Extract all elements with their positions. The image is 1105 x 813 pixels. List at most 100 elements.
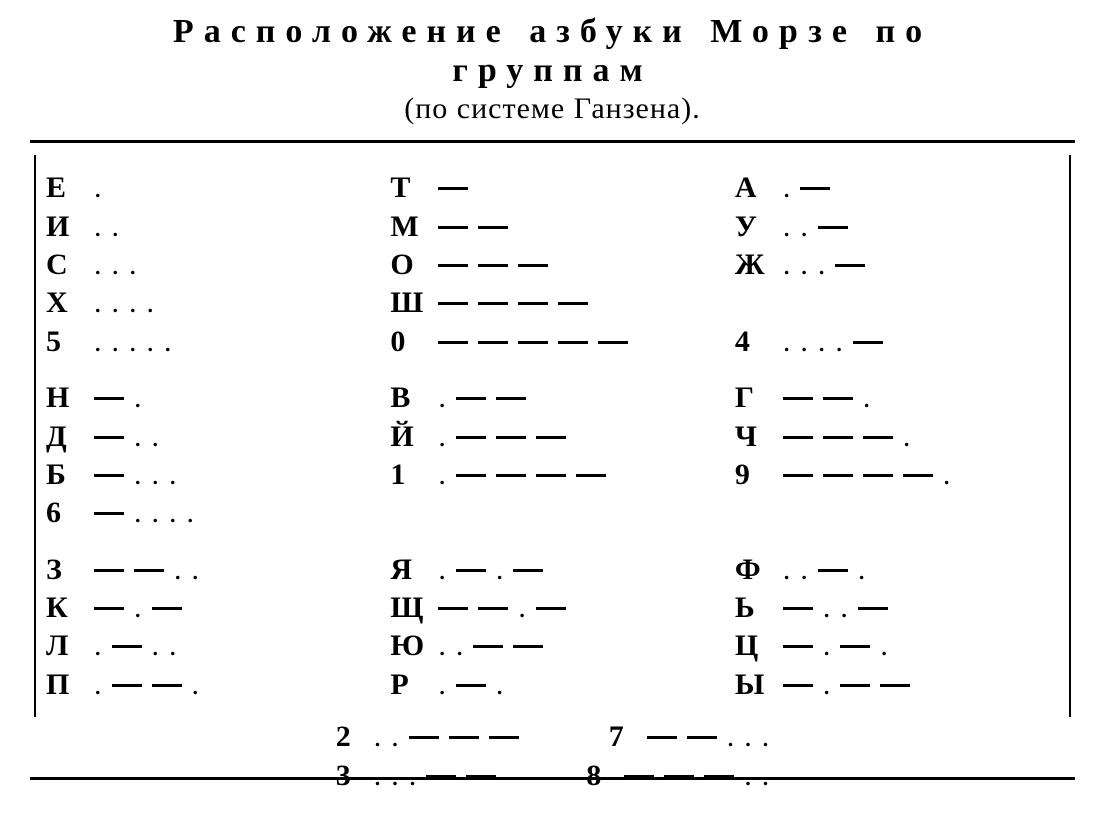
morse-entry: 6.... xyxy=(46,494,370,532)
morse-letter: К xyxy=(46,589,94,627)
dash-icon xyxy=(94,436,124,439)
morse-entry xyxy=(735,494,1059,532)
morse-letter: Ы xyxy=(735,666,783,704)
morse-bottom-rows: 2..7...3...8.. xyxy=(46,718,1059,795)
morse-code: .... xyxy=(94,288,154,318)
col-1: Д.. xyxy=(46,418,370,456)
col-1: Е. xyxy=(46,169,370,207)
dash-icon xyxy=(823,436,853,439)
col-1: И.. xyxy=(46,208,370,246)
dash-icon xyxy=(438,607,468,610)
col-3: А. xyxy=(735,169,1059,207)
col-3: Ь.. xyxy=(735,589,1059,627)
morse-entry: К. xyxy=(46,589,370,627)
dash-icon xyxy=(823,397,853,400)
dot-icon: . xyxy=(863,383,871,413)
morse-entry: Д.. xyxy=(46,418,370,456)
col-1: Л... xyxy=(46,627,370,665)
morse-letter: А xyxy=(735,169,783,207)
morse-code: ... xyxy=(783,250,866,280)
dot-icon: . xyxy=(438,555,446,585)
dot-icon: . xyxy=(800,250,808,280)
morse-code: ... xyxy=(94,460,177,490)
morse-letter: 0 xyxy=(390,323,438,361)
dot-icon: . xyxy=(783,250,791,280)
dot-icon: . xyxy=(783,173,791,203)
table-row: Е.ТА. xyxy=(46,169,1059,207)
dot-icon: . xyxy=(823,631,831,661)
dash-icon xyxy=(478,264,508,267)
dot-icon: . xyxy=(147,327,155,357)
dot-icon: . xyxy=(823,593,831,623)
title-line-2: группам xyxy=(452,52,652,89)
col-1: П.. xyxy=(46,666,370,704)
dot-icon: . xyxy=(391,722,399,752)
morse-code: .. xyxy=(438,631,543,661)
morse-code: .. xyxy=(624,761,769,791)
dash-icon xyxy=(664,775,694,778)
morse-code xyxy=(438,348,628,351)
morse-entry: Я.. xyxy=(390,551,714,589)
col-3: Ж... xyxy=(735,246,1059,284)
morse-code: .. xyxy=(94,422,159,452)
dash-icon xyxy=(438,341,468,344)
morse-code: .... xyxy=(94,498,194,528)
morse-table-frame: Е.ТА.И..МУ..С...ОЖ...Х....Ш 5.....04....… xyxy=(30,140,1075,780)
col-2: Р.. xyxy=(390,666,714,704)
dot-icon: . xyxy=(152,498,160,528)
col-2: 0 xyxy=(390,323,714,361)
dot-icon: . xyxy=(94,631,102,661)
morse-entry: П.. xyxy=(46,666,370,704)
morse-code: .. xyxy=(94,555,199,585)
dash-icon xyxy=(478,226,508,229)
subtitle: (по системе Ганзена). xyxy=(30,92,1075,126)
dash-icon xyxy=(449,736,479,739)
morse-code: .. xyxy=(94,670,199,700)
table-row: 5.....04.... xyxy=(46,323,1059,361)
dot-icon: . xyxy=(134,422,142,452)
dot-icon: . xyxy=(94,327,102,357)
morse-entry: 1. xyxy=(390,456,714,494)
dash-icon xyxy=(94,474,124,477)
morse-letter: Щ xyxy=(390,589,438,627)
table-row: Н.В.Г. xyxy=(46,379,1059,417)
title-line-1: Расположение азбуки Морзе по xyxy=(173,13,932,50)
dot-icon: . xyxy=(818,250,826,280)
dash-icon xyxy=(903,474,933,477)
morse-letter: Ф xyxy=(735,551,783,589)
morse-entry: Р.. xyxy=(390,666,714,704)
morse-letter: Ш xyxy=(390,284,438,322)
morse-letter: Д xyxy=(46,418,94,456)
morse-letter: 4 xyxy=(735,323,783,361)
dot-icon: . xyxy=(438,383,446,413)
morse-code: .. xyxy=(438,555,543,585)
dash-icon xyxy=(818,226,848,229)
dash-icon xyxy=(858,607,888,610)
dash-icon xyxy=(687,736,717,739)
morse-entry: 8.. xyxy=(586,757,769,795)
dash-icon xyxy=(624,775,654,778)
dash-icon xyxy=(94,512,124,515)
dot-icon: . xyxy=(374,722,382,752)
dash-icon xyxy=(409,736,439,739)
dash-icon xyxy=(835,264,865,267)
dot-icon: . xyxy=(762,761,770,791)
col-1: Б... xyxy=(46,456,370,494)
dash-icon xyxy=(456,397,486,400)
dash-icon xyxy=(518,341,548,344)
dot-icon: . xyxy=(727,722,735,752)
dot-icon: . xyxy=(192,670,200,700)
morse-entry: Ф... xyxy=(735,551,1059,589)
dot-icon: . xyxy=(129,250,137,280)
col-2: О xyxy=(390,246,714,284)
morse-code xyxy=(438,194,468,197)
morse-code: ... xyxy=(94,631,177,661)
morse-entry: Ы. xyxy=(735,666,1059,704)
dot-icon: . xyxy=(112,288,120,318)
dash-icon xyxy=(456,474,486,477)
morse-entry: В. xyxy=(390,379,714,417)
morse-letter: П xyxy=(46,666,94,704)
dash-icon xyxy=(438,226,468,229)
col-3: Ы. xyxy=(735,666,1059,704)
table-row: Д..Й.Ч. xyxy=(46,418,1059,456)
